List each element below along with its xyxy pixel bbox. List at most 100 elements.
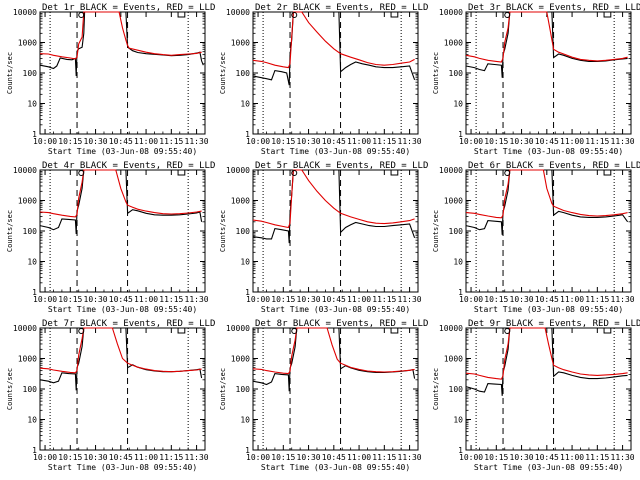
- series-lld-line: [39, 11, 202, 60]
- y-axis-label: Counts/sec: [6, 52, 14, 94]
- y-axis-label: Counts/sec: [219, 368, 227, 410]
- interval-bracket: [603, 170, 612, 176]
- y-axis-label: Counts/sec: [6, 368, 14, 410]
- panel-title: Det 3r BLACK = Events, RED = LLD: [468, 3, 640, 13]
- x-axis-label: Start Time (03-Jun-08 09:55:40): [48, 147, 197, 156]
- y-tick-label: 10: [453, 416, 463, 425]
- y-tick-label: 10000: [226, 8, 250, 17]
- interval-bracket: [603, 328, 612, 334]
- y-tick-label: 10000: [13, 324, 37, 333]
- y-tick-label: 10: [240, 100, 250, 109]
- y-tick-label: 100: [23, 227, 38, 236]
- x-tick-label: 11:00: [560, 295, 584, 304]
- x-axis-label: Start Time (03-Jun-08 09:55:40): [474, 305, 623, 314]
- panel-title: Det 5r BLACK = Events, RED = LLD: [255, 161, 428, 171]
- panel-8: Det 8r BLACK = Events, RED = LLD 1 10 100 10…: [219, 319, 428, 472]
- panel-title: Det 7r BLACK = Events, RED = LLD: [42, 319, 215, 329]
- x-tick-label: 10:30: [84, 137, 108, 146]
- series-events-line: [465, 11, 628, 78]
- y-axis-label: Counts/sec: [6, 210, 14, 252]
- series-lld-line: [252, 169, 415, 229]
- x-tick-label: 10:45: [322, 453, 346, 462]
- y-tick-label: 1000: [231, 39, 250, 48]
- saturation-marker: [78, 328, 85, 334]
- series-lld-line: [465, 169, 628, 219]
- y-tick-label: 100: [23, 385, 38, 394]
- plot-frame: [39, 11, 206, 135]
- y-tick-label: 1000: [18, 39, 37, 48]
- plot-frame: [252, 11, 419, 135]
- panel-6: Det 6r BLACK = Events, RED = LLD 1 10 100 10…: [432, 161, 640, 314]
- y-tick-label: 1000: [18, 197, 37, 206]
- y-tick-label: 1000: [18, 355, 37, 364]
- x-tick-label: 10:45: [109, 295, 133, 304]
- interval-bracket: [603, 12, 612, 18]
- series-lld-line: [39, 327, 202, 374]
- x-tick-label: 11:30: [398, 137, 422, 146]
- y-tick-label: 1: [458, 288, 463, 297]
- x-tick-label: 10:00: [33, 295, 57, 304]
- y-tick-label: 10000: [439, 8, 463, 17]
- y-axis-label: Counts/sec: [432, 368, 440, 410]
- plot-frame: [465, 169, 632, 293]
- series-lld-line: [252, 11, 415, 69]
- y-tick-label: 10: [240, 258, 250, 267]
- saturation-marker: [291, 12, 298, 18]
- panel-7: Det 7r BLACK = Events, RED = LLD 1 10 100 10…: [6, 319, 215, 472]
- x-tick-label: 11:15: [372, 295, 396, 304]
- series-events-line: [252, 169, 416, 244]
- x-tick-label: 10:45: [535, 453, 559, 462]
- panel-title: Det 6r BLACK = Events, RED = LLD: [468, 161, 640, 171]
- panel-title: Det 9r BLACK = Events, RED = LLD: [468, 319, 640, 329]
- plot-frame: [252, 169, 419, 293]
- interval-bracket: [390, 12, 399, 18]
- y-tick-label: 10: [27, 416, 37, 425]
- y-axis-label: Counts/sec: [432, 210, 440, 252]
- x-tick-label: 10:00: [459, 453, 483, 462]
- panel-9: Det 9r BLACK = Events, RED = LLD 1 10 100 10…: [432, 319, 640, 472]
- x-tick-label: 10:45: [535, 295, 559, 304]
- panel-title: Det 4r BLACK = Events, RED = LLD: [42, 161, 215, 171]
- x-tick-label: 10:45: [109, 137, 133, 146]
- panel-3: Det 3r BLACK = Events, RED = LLD 1 10 100 10…: [432, 3, 640, 156]
- y-tick-label: 1: [245, 288, 250, 297]
- x-axis-label: Start Time (03-Jun-08 09:55:40): [261, 147, 410, 156]
- x-tick-label: 10:15: [271, 453, 295, 462]
- y-tick-label: 1000: [444, 197, 463, 206]
- y-tick-label: 1: [32, 288, 37, 297]
- y-tick-label: 10000: [13, 166, 37, 175]
- y-tick-label: 10000: [13, 8, 37, 17]
- x-tick-label: 11:00: [134, 453, 158, 462]
- y-tick-label: 1000: [231, 355, 250, 364]
- x-tick-label: 10:00: [33, 453, 57, 462]
- x-tick-label: 10:15: [58, 453, 82, 462]
- x-tick-label: 10:15: [484, 137, 508, 146]
- plot-frame: [465, 11, 632, 135]
- y-tick-label: 100: [449, 385, 464, 394]
- x-tick-label: 10:15: [271, 295, 295, 304]
- y-tick-label: 10000: [226, 166, 250, 175]
- x-axis-label: Start Time (03-Jun-08 09:55:40): [261, 463, 410, 472]
- x-tick-label: 11:00: [134, 137, 158, 146]
- y-tick-label: 10000: [226, 324, 250, 333]
- panel-title: Det 1r BLACK = Events, RED = LLD: [42, 3, 215, 13]
- series-lld-line: [465, 327, 628, 380]
- saturation-marker: [78, 170, 85, 176]
- x-tick-label: 10:00: [459, 137, 483, 146]
- y-tick-label: 1000: [444, 355, 463, 364]
- x-tick-label: 10:00: [33, 137, 57, 146]
- x-tick-label: 10:30: [297, 295, 321, 304]
- saturation-marker: [504, 170, 511, 176]
- panel-2: Det 2r BLACK = Events, RED = LLD 1 10 100 10…: [219, 3, 428, 156]
- plot-frame: [252, 327, 419, 451]
- y-tick-label: 1: [458, 446, 463, 455]
- interval-bracket: [177, 328, 186, 334]
- x-axis-label: Start Time (03-Jun-08 09:55:40): [48, 463, 197, 472]
- x-tick-label: 10:30: [84, 295, 108, 304]
- x-tick-label: 11:30: [611, 453, 635, 462]
- y-axis-label: Counts/sec: [219, 210, 227, 252]
- panel-title: Det 8r BLACK = Events, RED = LLD: [255, 319, 428, 329]
- y-tick-label: 1: [245, 446, 250, 455]
- panel-1: Det 1r BLACK = Events, RED = LLD 1 10 100 10…: [6, 3, 215, 156]
- y-tick-label: 1000: [231, 197, 250, 206]
